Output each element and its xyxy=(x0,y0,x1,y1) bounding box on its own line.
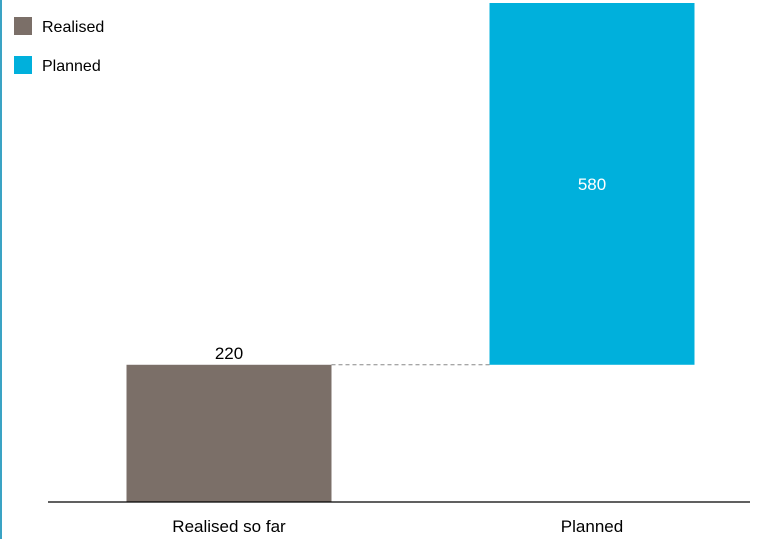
data-label-realised-so-far: 220 xyxy=(215,344,243,363)
bar-planned xyxy=(489,3,695,365)
legend-label-planned: Planned xyxy=(42,58,101,75)
data-label-planned: 580 xyxy=(578,175,606,194)
bar-realised-so-far xyxy=(126,364,332,502)
legend-label-realised: Realised xyxy=(42,19,104,36)
x-tick-label-planned: Planned xyxy=(561,517,623,536)
x-tick-label-realised-so-far: Realised so far xyxy=(172,517,286,536)
legend-swatch-realised xyxy=(14,17,32,35)
plot-area: 220 580 Realised so far Planned xyxy=(48,3,750,536)
legend-swatch-planned xyxy=(14,56,32,74)
legend: Realised Planned xyxy=(14,17,104,75)
